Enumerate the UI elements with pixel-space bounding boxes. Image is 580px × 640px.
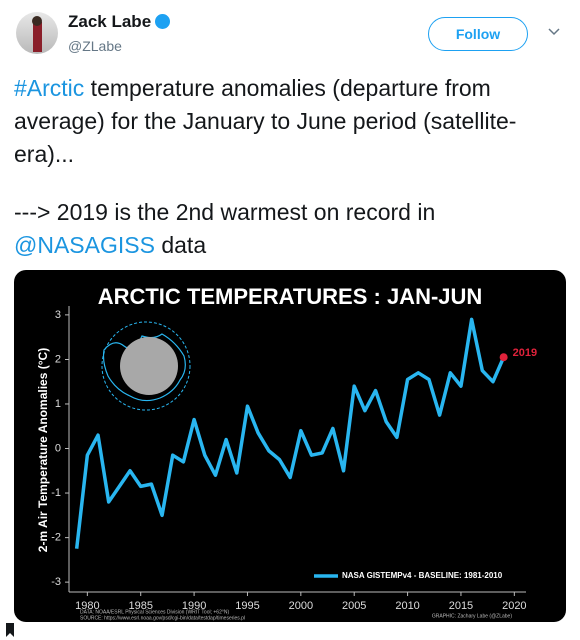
more-menu[interactable] (546, 24, 562, 40)
x-tick-label: 1990 (182, 600, 206, 612)
tweet-text-segment: ---> 2019 is the 2nd warmest on record i… (14, 199, 442, 225)
avatar-image (32, 16, 42, 52)
x-tick-label: 2020 (502, 600, 526, 612)
author-name[interactable]: Zack Labe (68, 12, 152, 31)
y-tick-label: 0 (55, 442, 61, 454)
footer-graphic: GRAPHIC: Zachary Labe (@ZLabe) (432, 613, 512, 619)
tweet-text-segment: data (154, 232, 207, 258)
follow-button[interactable]: Follow (428, 17, 528, 51)
bookmark-shape (6, 623, 14, 637)
data-line (74, 317, 506, 549)
chevron (548, 28, 560, 36)
footer-source: SOURCE: https://www.esrl.noaa.gov/psd/cg… (80, 615, 245, 621)
highlight-point (499, 353, 508, 362)
y-tick-label: -3 (51, 576, 61, 588)
avatar-figure (33, 22, 42, 52)
annotation: 2019 (513, 347, 537, 359)
chart-title: ARCTIC TEMPERATURES : JAN-JUN (98, 284, 483, 309)
footer-data: DATA: NOAA/ESRL Physical Sciences Divisi… (80, 609, 229, 615)
legend-label: NASA GISTEMPv4 - BASELINE: 1981-2010 (342, 571, 503, 580)
tweet-link[interactable]: @NASAGISS (14, 232, 155, 258)
x-tick-label: 1995 (235, 600, 259, 612)
x-tick-label: 1980 (75, 600, 99, 612)
x-tick-label: 2010 (395, 600, 419, 612)
x-tick-label: 1985 (128, 600, 152, 612)
author-handle[interactable]: @ZLabe (68, 38, 122, 54)
verified-badge (155, 14, 171, 29)
globe-coast (101, 321, 191, 411)
y-tick-label: 2 (55, 353, 61, 365)
x-tick-label: 2015 (449, 600, 473, 612)
tweet-text: #Arctic temperature anomalies (departure… (14, 72, 569, 287)
author-name-row[interactable]: Zack Labe (68, 12, 171, 32)
avatar-head (32, 16, 42, 26)
y-tick-label: 1 (55, 398, 61, 410)
y-tick-label: -2 (51, 531, 61, 543)
globe-ice (120, 337, 178, 395)
tweet-paragraph: ---> 2019 is the 2nd warmest on record i… (14, 196, 569, 262)
chart: ARCTIC TEMPERATURES : JAN-JUN 2-m Air Te… (14, 270, 566, 622)
x-tick-label: 2000 (289, 600, 313, 612)
tweet-text-segment: temperature anomalies (departure from av… (14, 75, 517, 167)
bookmark-icon[interactable] (4, 622, 16, 638)
avatar[interactable] (16, 12, 58, 54)
globe-inset (101, 321, 191, 411)
tweet-link[interactable]: #Arctic (14, 75, 85, 101)
y-tick-label: 3 (55, 309, 61, 321)
x-tick-label: 2005 (342, 600, 366, 612)
tweet-paragraph: #Arctic temperature anomalies (departure… (14, 72, 569, 171)
y-axis-label: 2-m Air Temperature Anomalies (°C) (36, 348, 50, 552)
y-tick-label: -1 (51, 487, 61, 499)
